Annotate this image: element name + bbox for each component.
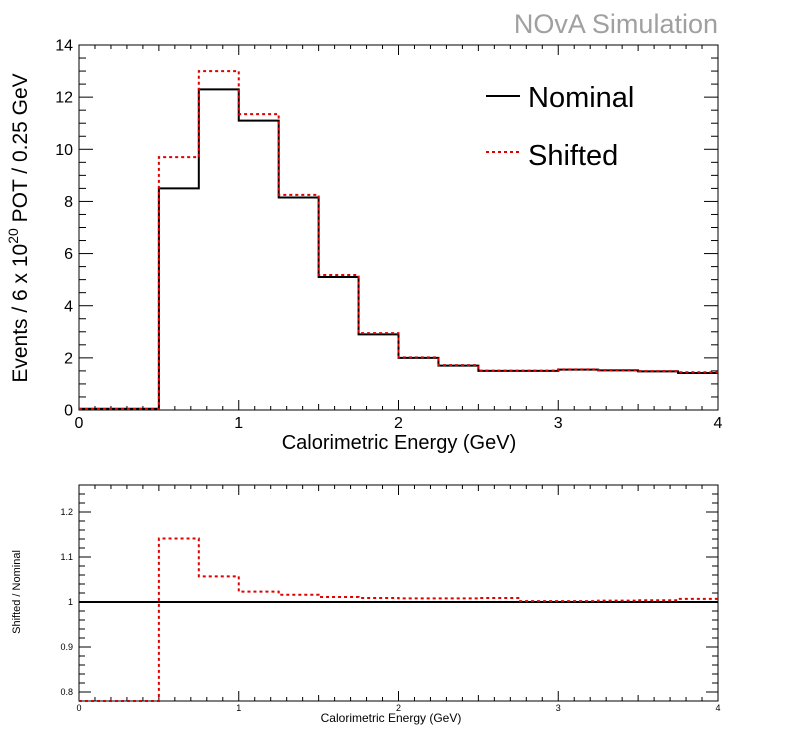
bottom-plot-frame: [78, 484, 719, 702]
bottom-panel: 0 1 2 3 4 0.8 0.9 1 1.1 1.2 Calorimetric Energy (…: [11, 484, 721, 725]
x-tick-label: 4: [714, 415, 723, 432]
x-tick-label: 2: [396, 703, 401, 713]
y-tick-label: 1: [68, 597, 73, 607]
y-tick-label: 12: [55, 90, 73, 107]
x-tick-label: 3: [556, 703, 561, 713]
x-tick-label: 3: [554, 415, 563, 432]
top-x-axis-label: Calorimetric Energy (GeV): [282, 432, 517, 454]
series-shifted-line: [79, 70, 718, 410]
y-tick-label: 1.1: [60, 552, 73, 562]
y-tick-label: 8: [64, 194, 73, 211]
bottom-series-group: [79, 537, 718, 702]
y-tick-label: 0: [64, 403, 73, 420]
y-tick-label: 14: [55, 38, 73, 55]
legend: Nominal Shifted: [486, 82, 634, 172]
bottom-y-axis-label: Shifted / Nominal: [11, 550, 23, 634]
bottom-axis-ticks: 0 1 2 3 4 0.8 0.9 1 1.1 1.2: [60, 484, 721, 713]
watermark-text: NOvA Simulation: [514, 9, 718, 39]
x-tick-label: 2: [394, 415, 403, 432]
x-tick-label: 4: [715, 703, 720, 713]
series-shifted-nominal-line: [79, 537, 718, 702]
y-tick-label: 2: [64, 350, 73, 367]
y-tick-label: 0.8: [60, 687, 73, 697]
legend-nominal-label: Nominal: [528, 82, 634, 114]
bottom-x-axis-label: Calorimetric Energy (GeV): [321, 711, 462, 725]
y-tick-label: 10: [55, 142, 73, 159]
y-tick-label: 0.9: [60, 642, 73, 652]
y-tick-label: 6: [64, 246, 73, 263]
series-nominal-line: [79, 88, 718, 410]
x-tick-label: 1: [234, 415, 243, 432]
top-y-axis-label: Events / 6 x 1020 POT / 0.25 GeV: [5, 73, 32, 382]
legend-shifted-label: Shifted: [528, 140, 618, 172]
x-tick-label: 0: [76, 703, 81, 713]
y-tick-label: 4: [64, 298, 73, 315]
top-y-axis-label-tail: POT / 0.25 GeV: [9, 73, 32, 228]
x-tick-label: 1: [236, 703, 241, 713]
top-y-axis-label-main: Events / 6 x 10: [9, 244, 32, 383]
x-tick-label: 0: [75, 415, 84, 432]
y-tick-label: 1.2: [60, 507, 73, 517]
top-y-axis-label-exponent: 20: [5, 228, 21, 244]
top-series-group: [79, 70, 718, 410]
